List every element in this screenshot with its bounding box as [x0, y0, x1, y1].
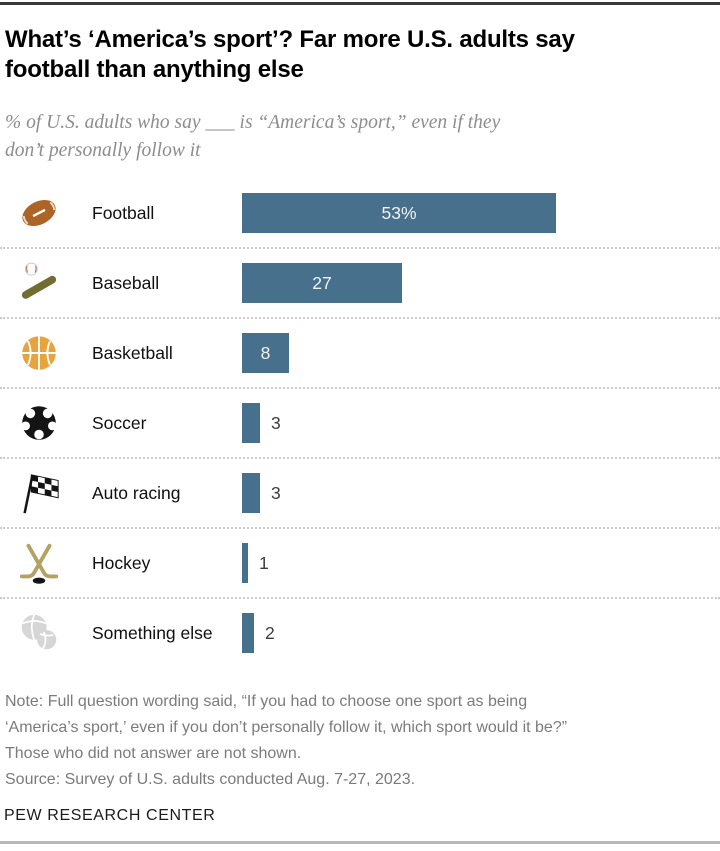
- note-line-2: ‘America’s sport,’ even if you don’t per…: [5, 719, 568, 736]
- bar-football: [242, 193, 556, 233]
- page-title: What’s ‘America’s sport’? Far more U.S. …: [5, 25, 712, 85]
- bottom-rule: [0, 841, 720, 844]
- page-title-line-2: football than anything else: [5, 56, 304, 83]
- bar-area: 27: [242, 263, 720, 303]
- category-label: Auto racing: [92, 482, 181, 503]
- bar-value-label: 3: [271, 482, 281, 503]
- note-line-3: Those who did not answer are not shown.: [5, 745, 302, 762]
- top-rule: [0, 2, 720, 5]
- bar-value-label: 2: [265, 622, 275, 643]
- bar-baseball: [242, 263, 402, 303]
- bar-hockey: [242, 543, 248, 583]
- bar-something-else: [242, 613, 254, 653]
- bar-value-label: 53%: [381, 203, 417, 223]
- basketball-icon: [15, 329, 63, 377]
- hockey-sticks-icon: [15, 539, 63, 587]
- category-label: Something else: [92, 622, 213, 643]
- category-label: Baseball: [92, 272, 160, 293]
- bar-area: 1: [242, 543, 720, 583]
- chart-footnote: Note: Full question wording said, “If yo…: [5, 689, 712, 793]
- chart-subtitle-line-2: don’t personally follow it: [5, 140, 201, 161]
- source-line: Source: Survey of U.S. adults conducted …: [5, 771, 416, 788]
- chart-row-hockey: Hockey 1: [0, 529, 720, 599]
- category-label: Soccer: [92, 412, 147, 433]
- football-icon: [15, 189, 63, 237]
- chart-row-auto-racing: Auto racing 3: [0, 459, 720, 529]
- chart-row-football: Football 53%: [0, 179, 720, 249]
- bar-value-label: 1: [259, 552, 269, 573]
- bar-chart: Football 53% Baseball 27: [0, 179, 720, 667]
- bar-value-label: 8: [260, 343, 271, 363]
- category-label: Hockey: [92, 552, 151, 573]
- bar-value-label: 3: [271, 412, 281, 433]
- sports-balls-icon: [15, 609, 63, 657]
- soccer-ball-icon: [15, 399, 63, 447]
- chart-subtitle: % of U.S. adults who say ___ is “America…: [5, 109, 712, 165]
- bar-soccer: [242, 403, 260, 443]
- bar-area: 2: [242, 613, 720, 653]
- category-label: Basketball: [92, 342, 173, 363]
- baseball-icon: [15, 259, 63, 307]
- bar-basketball: [242, 333, 289, 373]
- chart-row-soccer: Soccer 3: [0, 389, 720, 459]
- chart-row-something-else: Something else 2: [0, 599, 720, 667]
- category-label: Football: [92, 202, 155, 223]
- bar-value-label: 27: [312, 273, 332, 293]
- chart-subtitle-line-1: % of U.S. adults who say ___ is “America…: [5, 112, 501, 133]
- pew-research-center-wordmark: PEW RESEARCH CENTER: [4, 807, 216, 824]
- note-line-1: Note: Full question wording said, “If yo…: [5, 693, 528, 710]
- bar-area: 8: [242, 333, 720, 373]
- chart-row-basketball: Basketball 8: [0, 319, 720, 389]
- bar-area: 53%: [242, 193, 720, 233]
- checkered-flag-icon: [15, 469, 63, 517]
- page-title-line-1: What’s ‘America’s sport’? Far more U.S. …: [5, 26, 575, 53]
- bar-auto-racing: [242, 473, 260, 513]
- chart-row-baseball: Baseball 27: [0, 249, 720, 319]
- bar-area: 3: [242, 403, 720, 443]
- bar-area: 3: [242, 473, 720, 513]
